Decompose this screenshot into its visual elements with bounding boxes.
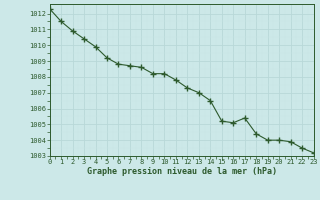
X-axis label: Graphe pression niveau de la mer (hPa): Graphe pression niveau de la mer (hPa) xyxy=(87,167,276,176)
